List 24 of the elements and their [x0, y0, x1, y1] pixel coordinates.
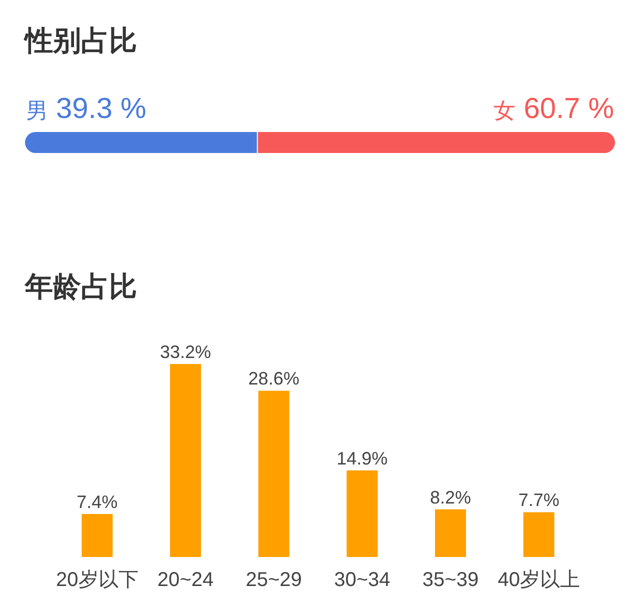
data-label: 14.9%	[336, 448, 388, 468]
bar	[434, 509, 466, 557]
x-tick-label: 35~39	[422, 569, 479, 591]
data-label: 39.3 %	[56, 93, 146, 125]
data-label: 8.2%	[430, 487, 472, 508]
bar	[346, 470, 378, 557]
bar	[258, 390, 290, 557]
data-label: 33.2%	[160, 342, 212, 362]
series-label: 男	[26, 98, 48, 123]
x-tick-label: 20~24	[157, 569, 214, 591]
data-label: 60.7 %	[524, 93, 614, 125]
chart-title: 年龄占比	[24, 271, 137, 302]
data-label: 28.6%	[248, 368, 300, 389]
x-tick-label: 30~34	[334, 569, 390, 591]
x-tick-label: 40岁以上	[498, 569, 580, 591]
data-label: 7.4%	[76, 492, 118, 512]
bar	[170, 364, 201, 557]
bar	[82, 514, 113, 557]
data-label: 7.7%	[518, 490, 560, 510]
chart-title: 性别占比	[23, 25, 137, 56]
series-label: 女	[494, 98, 516, 123]
x-tick-label: 25~29	[246, 569, 302, 591]
bar	[523, 512, 554, 557]
x-tick-label: 20岁以下	[56, 569, 138, 591]
